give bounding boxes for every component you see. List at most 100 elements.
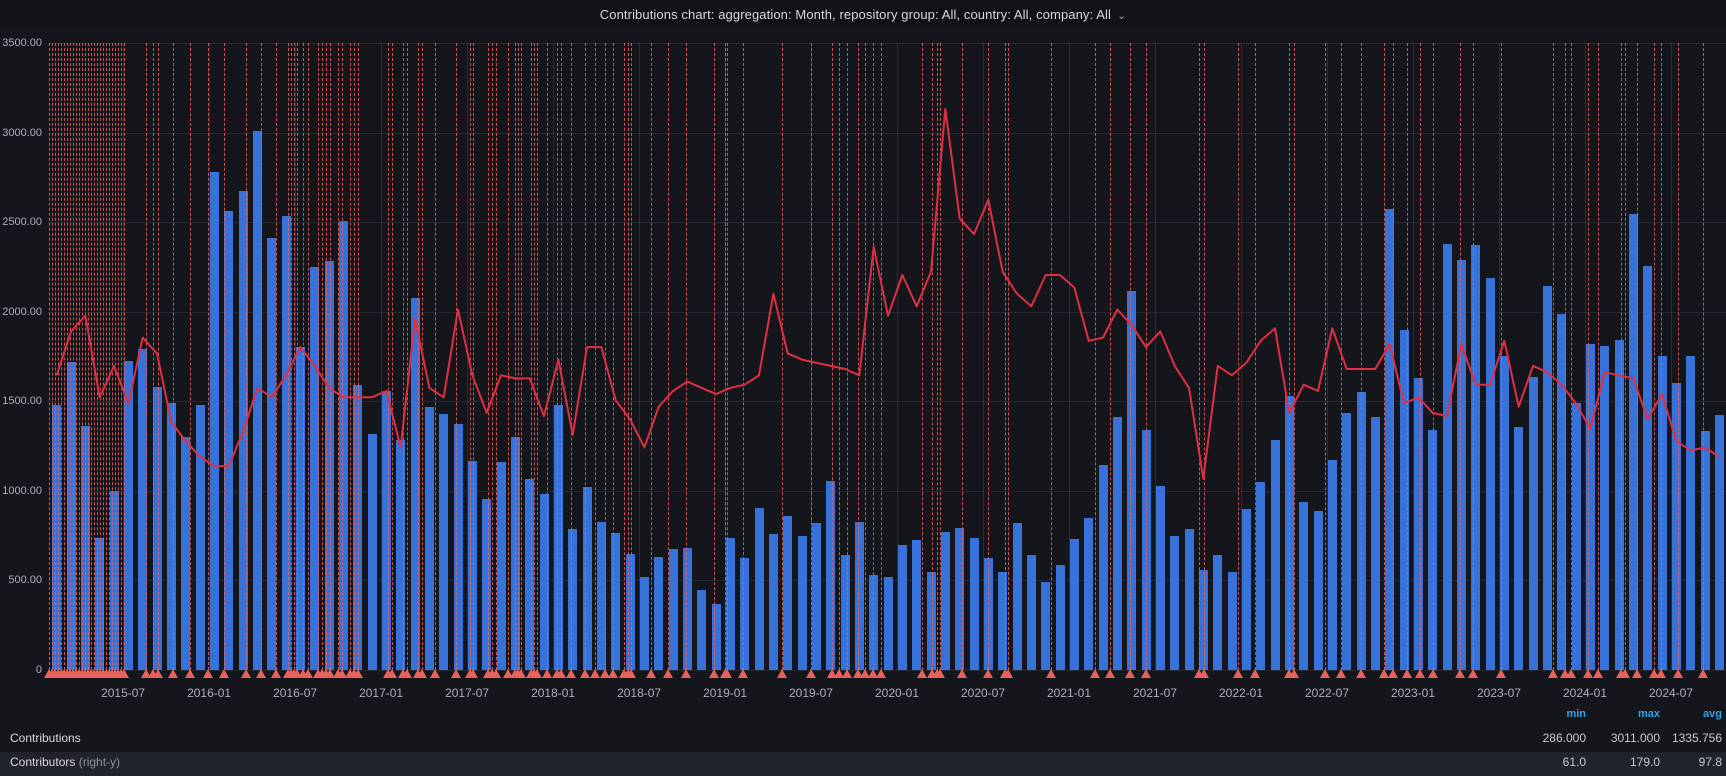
annotation-marker-icon[interactable] — [663, 669, 673, 678]
legend-series-contributors[interactable]: Contributors (right-y) — [10, 755, 120, 769]
contributions-bar[interactable] — [940, 532, 950, 670]
annotation-marker-icon[interactable] — [491, 669, 501, 678]
contributions-bar[interactable] — [353, 385, 363, 670]
annotation-marker-icon[interactable] — [1455, 669, 1465, 678]
contributions-bar[interactable] — [1571, 403, 1581, 670]
contributions-bar[interactable] — [883, 576, 893, 670]
annotation-marker-icon[interactable] — [1415, 669, 1425, 678]
annotation-marker-icon[interactable] — [1046, 669, 1056, 678]
contributions-bar[interactable] — [367, 433, 377, 670]
contributions-bar[interactable] — [295, 346, 305, 670]
annotation-marker-icon[interactable] — [430, 669, 440, 678]
annotation-marker-icon[interactable] — [532, 669, 542, 678]
contributions-bar[interactable] — [1069, 539, 1079, 670]
contributions-bar[interactable] — [1241, 508, 1251, 670]
contributions-bar[interactable] — [1098, 464, 1108, 670]
contributions-bar[interactable] — [338, 221, 348, 670]
annotation-marker-icon[interactable] — [1336, 669, 1346, 678]
annotation-marker-icon[interactable] — [722, 669, 732, 678]
contributions-bar[interactable] — [725, 538, 735, 670]
contributions-bar[interactable] — [52, 404, 62, 670]
annotation-marker-icon[interactable] — [153, 669, 163, 678]
contributions-bar[interactable] — [539, 493, 549, 670]
annotation-marker-icon[interactable] — [203, 669, 213, 678]
contributions-bar[interactable] — [783, 515, 793, 670]
contributions-bar[interactable] — [1170, 535, 1180, 670]
contributions-bar[interactable] — [1041, 582, 1051, 670]
annotation-marker-icon[interactable] — [681, 669, 691, 678]
annotation-marker-icon[interactable] — [590, 669, 600, 678]
panel-title[interactable]: Contributions chart: aggregation: Month,… — [599, 6, 1111, 22]
contributions-bar[interactable] — [768, 533, 778, 670]
contributions-bar[interactable] — [1313, 510, 1323, 670]
annotation-marker-icon[interactable] — [842, 669, 852, 678]
contributions-bar[interactable] — [1155, 485, 1165, 670]
annotation-marker-icon[interactable] — [580, 669, 590, 678]
annotation-marker-icon[interactable] — [241, 669, 251, 678]
contributions-bar[interactable] — [955, 527, 965, 670]
contributions-bar[interactable] — [525, 479, 535, 670]
contributions-bar[interactable] — [668, 549, 678, 670]
annotation-marker-icon[interactable] — [325, 669, 335, 678]
contributions-bar[interactable] — [1643, 266, 1653, 670]
legend-series-contributions[interactable]: Contributions — [10, 731, 81, 745]
legend-header-avg[interactable]: avg — [1703, 708, 1722, 720]
contributions-bar[interactable] — [1370, 416, 1380, 670]
contributions-bar[interactable] — [424, 406, 434, 670]
contributions-bar[interactable] — [252, 130, 262, 670]
annotation-marker-icon[interactable] — [935, 669, 945, 678]
contributions-bar[interactable] — [1055, 565, 1065, 670]
annotation-marker-icon[interactable] — [451, 669, 461, 678]
annotation-marker-icon[interactable] — [353, 669, 363, 678]
annotation-marker-icon[interactable] — [1620, 669, 1630, 678]
contributions-bar[interactable] — [467, 461, 477, 670]
contributions-bar[interactable] — [209, 172, 219, 670]
contributions-bar[interactable] — [811, 523, 821, 670]
contributions-bar[interactable] — [625, 553, 635, 670]
contributions-bar[interactable] — [152, 387, 162, 670]
contributions-bar[interactable] — [410, 298, 420, 670]
panel-header[interactable]: Contributions chart: aggregation: Month,… — [0, 0, 1726, 28]
annotation-marker-icon[interactable] — [402, 669, 412, 678]
contributions-bar[interactable] — [1026, 555, 1036, 670]
contributions-bar[interactable] — [740, 558, 750, 670]
contributions-bar[interactable] — [826, 481, 836, 670]
contributions-bar[interactable] — [1657, 355, 1667, 670]
annotation-marker-icon[interactable] — [417, 669, 427, 678]
annotation-marker-icon[interactable] — [1548, 669, 1558, 678]
annotation-marker-icon[interactable] — [608, 669, 618, 678]
annotation-marker-icon[interactable] — [1402, 669, 1412, 678]
contributions-bar[interactable] — [553, 404, 563, 670]
contributions-bar[interactable] — [926, 571, 936, 670]
contributions-bar[interactable] — [1456, 259, 1466, 670]
annotation-marker-icon[interactable] — [119, 669, 129, 678]
contributions-bar[interactable] — [1299, 501, 1309, 670]
annotation-marker-icon[interactable] — [1250, 669, 1260, 678]
contributions-bar[interactable] — [324, 261, 334, 670]
contributions-bar[interactable] — [1528, 377, 1538, 670]
contributions-bar[interactable] — [1184, 528, 1194, 670]
contributions-bar[interactable] — [1514, 427, 1524, 670]
annotation-marker-icon[interactable] — [777, 669, 787, 678]
annotation-marker-icon[interactable] — [1090, 669, 1100, 678]
annotation-marker-icon[interactable] — [1428, 669, 1438, 678]
contributions-bar[interactable] — [1585, 344, 1595, 670]
contributions-bar[interactable] — [1198, 569, 1208, 670]
annotation-marker-icon[interactable] — [516, 669, 526, 678]
contributions-bar[interactable] — [224, 210, 234, 670]
annotation-marker-icon[interactable] — [738, 669, 748, 678]
annotation-marker-icon[interactable] — [876, 669, 886, 678]
contributions-bar[interactable] — [654, 557, 664, 670]
contributions-bar[interactable] — [682, 548, 692, 670]
annotation-marker-icon[interactable] — [256, 669, 266, 678]
annotation-marker-icon[interactable] — [1125, 669, 1135, 678]
contributions-bar[interactable] — [1485, 277, 1495, 670]
contributions-bar[interactable] — [381, 390, 391, 670]
contributions-bar[interactable] — [1714, 414, 1724, 670]
contributions-bar[interactable] — [1127, 291, 1137, 670]
annotation-marker-icon[interactable] — [806, 669, 816, 678]
contributions-bar[interactable] — [281, 216, 291, 670]
annotation-marker-icon[interactable] — [957, 669, 967, 678]
contributions-bar[interactable] — [1600, 345, 1610, 670]
annotation-marker-icon[interactable] — [542, 669, 552, 678]
